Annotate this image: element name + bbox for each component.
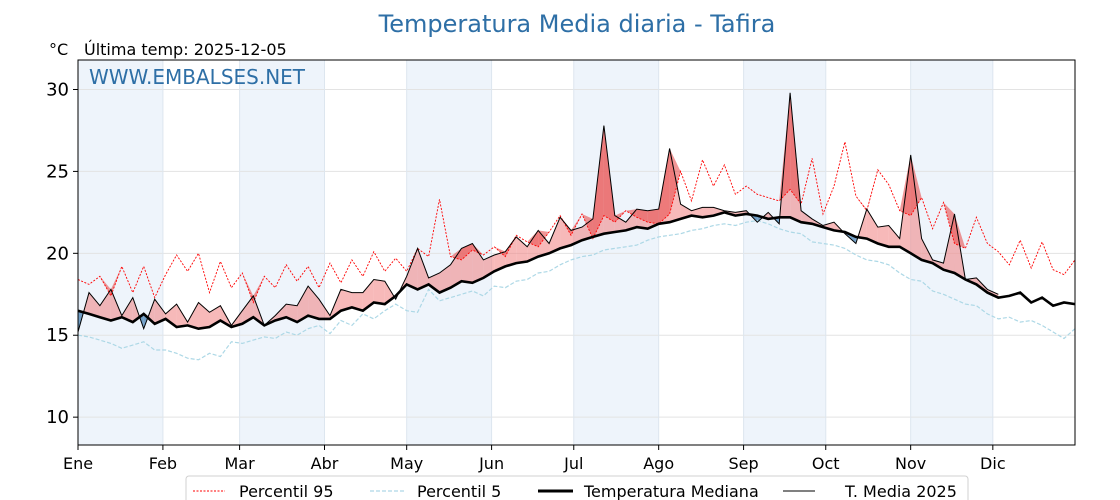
fill-above-p95	[571, 214, 582, 236]
x-tick-label-jul: Jul	[563, 454, 583, 473]
series-line-median	[77, 211, 1076, 331]
series-line-p95	[77, 141, 1076, 304]
legend-label-current: T. Media 2025	[844, 482, 957, 500]
x-tick-label-abr: Abr	[311, 454, 339, 473]
fill-above-median	[428, 272, 440, 293]
x-axis: Ene Feb Mar Abr May Jun Jul Ago Sep Oct Nov Dic	[63, 445, 1006, 473]
month-band-mar	[239, 60, 325, 445]
anomaly-fills	[78, 92, 999, 332]
chart-title: Temperatura Media diaria - Tafira	[378, 10, 776, 38]
x-tick-label-oct: Oct	[812, 454, 840, 473]
fill-above-p95	[647, 209, 659, 224]
fill-above-p95	[472, 243, 484, 255]
legend-label-p95: Percentil 95	[239, 482, 334, 500]
fill-above-median	[549, 217, 561, 254]
series-line-p5	[77, 219, 1076, 361]
y-tick-label: 30	[46, 79, 69, 100]
fill-above-median	[187, 302, 199, 329]
unit-label: °C	[49, 40, 68, 59]
month-band-sep	[743, 60, 826, 445]
fill-above-median	[176, 304, 188, 328]
fill-above-median	[866, 209, 878, 244]
month-band-jul	[573, 60, 659, 445]
fill-above-median	[406, 248, 418, 290]
x-tick-label-jun: Jun	[478, 454, 504, 473]
fill-above-median	[88, 292, 100, 318]
fill-above-median	[198, 302, 210, 329]
fill-above-p95	[910, 155, 922, 216]
x-tick-label-dic: Dic	[980, 454, 1006, 473]
fill-above-median	[505, 236, 517, 267]
fill-above-median	[308, 286, 320, 319]
legend-label-median: Temperatura Mediana	[583, 482, 759, 500]
fill-above-median	[121, 297, 133, 323]
fill-above-p95	[658, 148, 670, 224]
fill-above-median	[275, 304, 287, 321]
fill-above-median	[516, 236, 528, 264]
y-tick-label: 10	[46, 407, 69, 428]
legend-box	[185, 475, 969, 500]
fill-above-p95	[636, 209, 648, 223]
x-tick-label-ago: Ago	[643, 454, 674, 473]
fill-above-p95	[592, 125, 604, 239]
x-tick-label-ene: Ene	[63, 454, 93, 473]
fill-above-median	[801, 210, 813, 224]
x-tick-label-mar: Mar	[225, 454, 256, 473]
x-tick-label-feb: Feb	[149, 454, 177, 473]
fill-above-median	[373, 279, 385, 305]
fill-above-p95	[242, 272, 254, 303]
plot-frame	[77, 59, 1076, 446]
legend: Percentil 95 Percentil 5 Temperatura Med…	[185, 475, 969, 500]
fill-above-median	[242, 295, 254, 324]
fill-above-median	[877, 225, 889, 247]
x-tick-label-may: May	[390, 454, 423, 473]
fill-above-median	[888, 225, 900, 247]
watermark: WWW.EMBALSES.NET	[89, 65, 306, 89]
fill-above-median	[417, 248, 429, 290]
legend-label-p5: Percentil 5	[417, 482, 501, 500]
fill-above-p95	[450, 248, 462, 260]
x-tick-label-sep: Sep	[729, 454, 759, 473]
series-lines	[77, 92, 1076, 361]
fill-above-p95	[899, 155, 911, 216]
fill-above-median	[340, 289, 352, 311]
fill-above-median	[560, 217, 572, 249]
fill-above-p95	[954, 214, 966, 249]
fill-above-median	[351, 292, 363, 311]
month-band-ene	[78, 60, 163, 445]
fill-above-median	[154, 299, 166, 324]
y-tick-label: 15	[46, 325, 69, 346]
fill-above-p95	[866, 169, 878, 211]
last-update-label: Última temp: 2025-12-05	[84, 40, 287, 59]
y-tick-label: 20	[46, 243, 69, 264]
y-tick-label: 25	[46, 161, 69, 182]
x-tick-label-nov: Nov	[895, 454, 926, 473]
fill-above-median	[362, 279, 374, 311]
fill-above-median	[99, 289, 111, 321]
fill-above-median	[297, 286, 309, 323]
fill-above-median	[472, 243, 484, 283]
series-line-2025	[77, 92, 999, 333]
y-axis: 10 15 20 25 30	[46, 79, 78, 428]
fill-above-median	[165, 304, 177, 328]
fill-above-median	[439, 264, 451, 293]
